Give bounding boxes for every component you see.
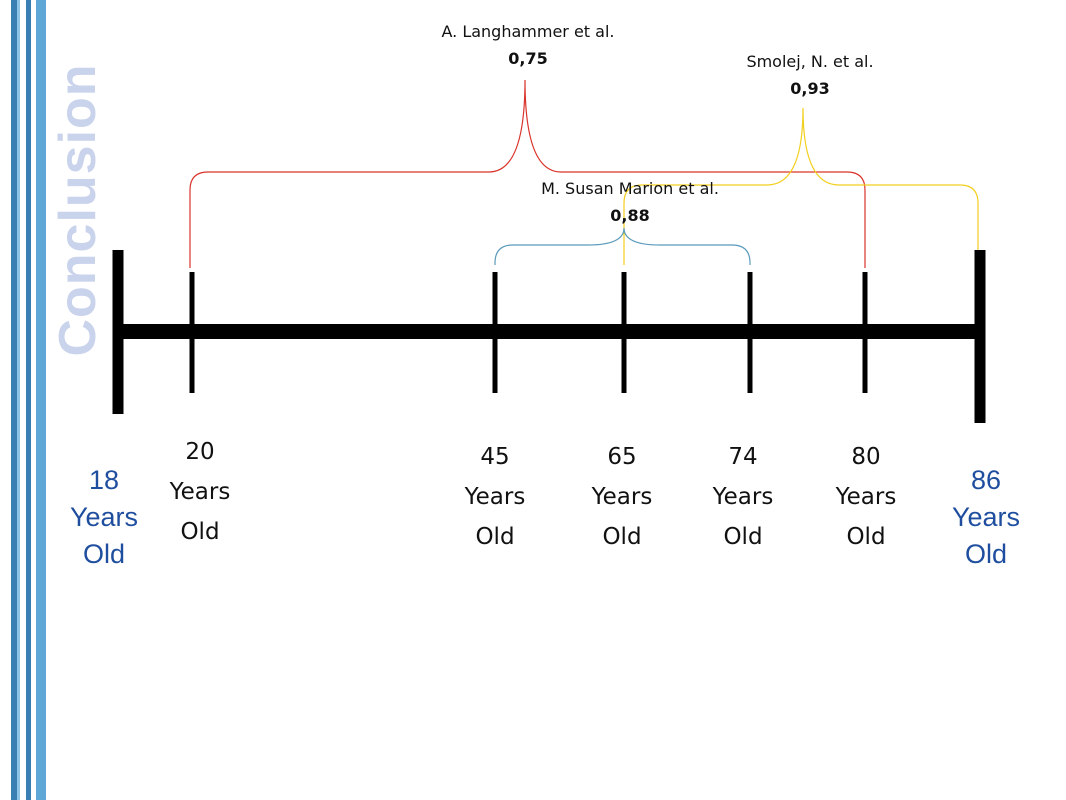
age-label-line1: 18 bbox=[88, 465, 120, 495]
tick-age-18 bbox=[112, 250, 124, 414]
tick-age-65 bbox=[621, 272, 627, 393]
age-label-80: 80 Years Old bbox=[806, 437, 926, 557]
age-label-line2: Years bbox=[69, 502, 139, 532]
age-label-20: 20 Years Old bbox=[140, 432, 260, 552]
timeline-ticks bbox=[112, 250, 986, 423]
age-label-line1: 86 bbox=[970, 465, 1002, 495]
bracket-langhammer bbox=[189, 79, 866, 268]
age-label-line2: Years bbox=[591, 484, 653, 510]
study-value: 0,93 bbox=[790, 79, 830, 98]
age-label-line3: Old bbox=[180, 519, 220, 545]
tick-age-45 bbox=[492, 272, 498, 393]
study-author: M. Susan Marion et al. bbox=[541, 179, 719, 198]
age-label-line1: 65 bbox=[607, 444, 637, 470]
study-author: A. Langhammer et al. bbox=[441, 22, 615, 41]
left-stripe-4 bbox=[36, 0, 46, 800]
age-label-line2: Years bbox=[712, 484, 774, 510]
age-label-line1: 20 bbox=[185, 439, 215, 465]
bracket-smolej bbox=[623, 107, 979, 265]
study-value: 0,88 bbox=[610, 206, 650, 225]
age-label-line3: Old bbox=[964, 539, 1008, 569]
age-label-line3: Old bbox=[723, 524, 763, 550]
tick-age-86 bbox=[974, 250, 986, 423]
left-stripe-2 bbox=[17, 0, 20, 800]
bracket-marion bbox=[494, 227, 751, 265]
timeline bbox=[112, 250, 986, 423]
timeline-axis bbox=[118, 324, 984, 339]
age-label-line2: Years bbox=[951, 502, 1021, 532]
age-label-line1: 80 bbox=[851, 444, 881, 470]
age-label-65: 65 Years Old bbox=[562, 437, 682, 557]
tick-age-74 bbox=[747, 272, 753, 393]
study-brackets bbox=[189, 79, 979, 268]
tick-age-80 bbox=[862, 272, 868, 393]
study-langhammer: A. Langhammer et al. 0,75 bbox=[378, 18, 678, 72]
study-smolej: Smolej, N. et al. 0,93 bbox=[660, 48, 960, 102]
age-label-74: 74 Years Old bbox=[683, 437, 803, 557]
age-label-line2: Years bbox=[464, 484, 526, 510]
tick-age-20 bbox=[189, 272, 195, 393]
age-label-line3: Old bbox=[846, 524, 886, 550]
age-label-line1: 74 bbox=[728, 444, 758, 470]
study-author: Smolej, N. et al. bbox=[746, 52, 874, 71]
age-label-line2: Years bbox=[835, 484, 897, 510]
age-label-line1: 45 bbox=[480, 444, 510, 470]
age-label-86: 86 Years Old bbox=[926, 462, 1046, 573]
study-marion: M. Susan Marion et al. 0,88 bbox=[480, 175, 780, 229]
age-label-line2: Years bbox=[169, 479, 231, 505]
left-stripe-3 bbox=[26, 0, 31, 800]
age-label-45: 45 Years Old bbox=[435, 437, 555, 557]
age-label-line3: Old bbox=[475, 524, 515, 550]
age-label-line3: Old bbox=[82, 539, 126, 569]
age-label-line3: Old bbox=[602, 524, 642, 550]
left-stripe-1 bbox=[11, 0, 17, 800]
age-label-18: 18 Years Old bbox=[44, 462, 164, 573]
study-value: 0,75 bbox=[508, 49, 548, 68]
